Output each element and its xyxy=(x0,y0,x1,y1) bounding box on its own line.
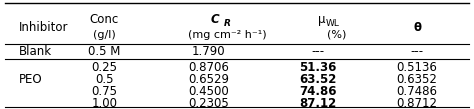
Text: 1.00: 1.00 xyxy=(91,96,117,109)
Text: 1.790: 1.790 xyxy=(192,45,225,58)
Text: 0.25: 0.25 xyxy=(91,60,117,74)
Text: (%): (%) xyxy=(327,30,346,40)
Text: 0.6529: 0.6529 xyxy=(188,73,229,86)
Text: 0.4500: 0.4500 xyxy=(188,84,229,98)
Text: Inhibitor: Inhibitor xyxy=(19,21,68,34)
Text: ---: --- xyxy=(410,45,424,58)
Text: 63.52: 63.52 xyxy=(299,73,336,86)
Text: ---: --- xyxy=(311,45,324,58)
Text: PEO: PEO xyxy=(19,73,43,86)
Text: 0.5: 0.5 xyxy=(95,73,114,86)
Text: 51.36: 51.36 xyxy=(299,60,336,74)
Text: 0.5 M: 0.5 M xyxy=(88,45,120,58)
Text: 0.6352: 0.6352 xyxy=(397,73,438,86)
Text: 0.8712: 0.8712 xyxy=(397,96,438,109)
Text: R: R xyxy=(224,20,231,28)
Text: Conc: Conc xyxy=(90,13,119,26)
Text: μ: μ xyxy=(318,13,325,26)
Text: 0.5136: 0.5136 xyxy=(397,60,438,74)
Text: C: C xyxy=(211,13,219,26)
Text: 0.8706: 0.8706 xyxy=(188,60,229,74)
Text: WL: WL xyxy=(326,20,340,28)
Text: 0.7486: 0.7486 xyxy=(397,84,438,98)
Text: 87.12: 87.12 xyxy=(299,96,336,109)
Text: 0.75: 0.75 xyxy=(91,84,117,98)
Text: θ: θ xyxy=(413,21,421,34)
Text: (g/l): (g/l) xyxy=(93,30,116,40)
Text: (mg cm⁻² h⁻¹): (mg cm⁻² h⁻¹) xyxy=(188,30,267,40)
Text: Blank: Blank xyxy=(19,45,52,58)
Text: 74.86: 74.86 xyxy=(299,84,337,98)
Text: 0.2305: 0.2305 xyxy=(188,96,229,109)
